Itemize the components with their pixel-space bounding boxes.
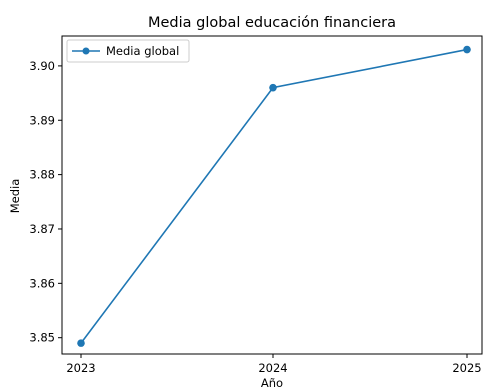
x-tick-label: 2025 xyxy=(452,361,481,375)
y-axis-label: Media xyxy=(8,179,22,214)
x-tick-label: 2023 xyxy=(66,361,95,375)
y-tick-label: 3.87 xyxy=(29,222,55,236)
legend-label-media-global: Media global xyxy=(106,44,179,58)
series-layer xyxy=(77,45,471,347)
y-tick-label: 3.90 xyxy=(29,59,55,73)
legend-marker xyxy=(82,47,90,55)
data-point-2025 xyxy=(463,45,471,54)
legend: Media global xyxy=(66,39,190,63)
x-axis-ticks: 2023 2024 2025 xyxy=(66,354,482,375)
y-axis-ticks: 3.85 3.86 3.87 3.88 3.89 3.90 xyxy=(29,59,62,345)
x-axis-label: Año xyxy=(261,376,283,390)
data-point-2023 xyxy=(77,339,85,347)
y-tick-label: 3.89 xyxy=(29,113,55,127)
x-tick-label: 2024 xyxy=(258,361,287,375)
y-tick-label: 3.85 xyxy=(29,331,55,345)
chart-title: Media global educación financiera xyxy=(148,15,396,31)
data-point-2024 xyxy=(269,83,277,92)
plot-area xyxy=(61,35,483,355)
y-tick-label: 3.88 xyxy=(29,168,55,182)
y-tick-label: 3.86 xyxy=(29,276,55,290)
legend-box xyxy=(66,39,190,63)
